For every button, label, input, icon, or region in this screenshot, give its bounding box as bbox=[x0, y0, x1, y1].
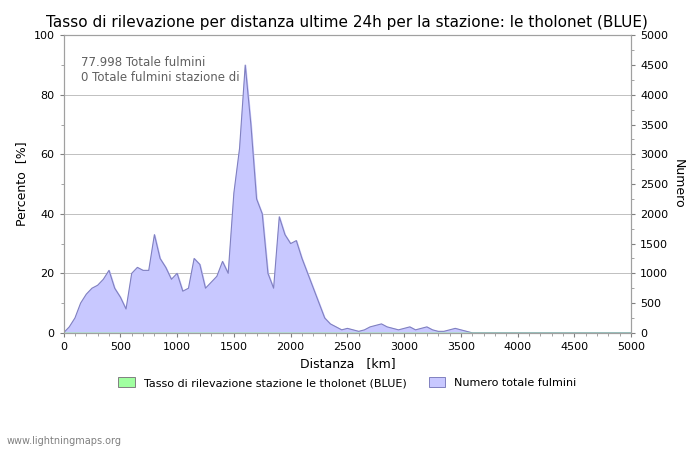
Y-axis label: Percento  [%]: Percento [%] bbox=[15, 142, 28, 226]
X-axis label: Distanza   [km]: Distanza [km] bbox=[300, 357, 395, 370]
Legend: Tasso di rilevazione stazione le tholonet (BLUE), Numero totale fulmini: Tasso di rilevazione stazione le tholone… bbox=[114, 373, 581, 393]
Text: www.lightningmaps.org: www.lightningmaps.org bbox=[7, 436, 122, 446]
Text: 77.998 Totale fulmini
0 Totale fulmini stazione di: 77.998 Totale fulmini 0 Totale fulmini s… bbox=[80, 56, 239, 84]
Y-axis label: Numero: Numero bbox=[672, 159, 685, 209]
Title: Tasso di rilevazione per distanza ultime 24h per la stazione: le tholonet (BLUE): Tasso di rilevazione per distanza ultime… bbox=[46, 15, 648, 30]
